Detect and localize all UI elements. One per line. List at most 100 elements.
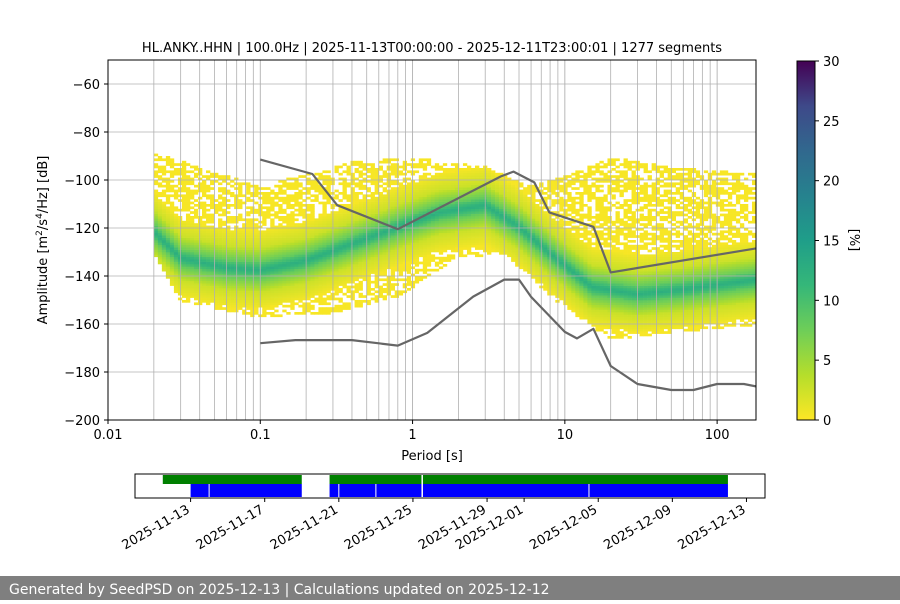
heatmap-cell <box>206 175 211 178</box>
heatmap-cell <box>543 237 548 241</box>
heatmap-cell <box>326 249 331 253</box>
heatmap-cell <box>266 280 271 284</box>
heatmap-cell <box>402 225 408 229</box>
heatmap-cell <box>466 165 472 169</box>
heatmap-cell <box>169 218 175 222</box>
heatmap-cell <box>398 199 404 202</box>
heatmap-cell <box>394 235 400 238</box>
heatmap-cell <box>414 192 420 195</box>
heatmap-cell <box>286 242 291 246</box>
heatmap-cell <box>555 247 560 250</box>
heatmap-cell <box>169 271 175 274</box>
heatmap-cell <box>210 213 215 217</box>
heatmap-cell <box>173 218 179 222</box>
heatmap-cell <box>262 309 267 313</box>
heatmap-cell <box>394 168 400 171</box>
heatmap-cell <box>362 196 367 200</box>
heatmap-cell <box>503 189 508 193</box>
heatmap-cell <box>246 285 251 289</box>
heatmap-cell <box>418 244 424 248</box>
heatmap-cell <box>286 225 291 229</box>
heatmap-cell <box>515 261 520 265</box>
heatmap-cell <box>470 168 476 171</box>
heatmap-cell <box>398 223 404 226</box>
heatmap-cell <box>567 247 572 250</box>
heatmap-cell <box>511 196 516 200</box>
heatmap-cell <box>442 180 448 183</box>
heatmap-cell <box>282 184 287 188</box>
heatmap-cell <box>350 208 355 212</box>
heatmap-cell <box>153 180 159 183</box>
heatmap-cell <box>543 288 548 291</box>
heatmap-cell <box>165 160 171 164</box>
heatmap-cell <box>210 182 215 186</box>
heatmap-cell <box>177 297 183 301</box>
heatmap-cell <box>161 244 167 248</box>
heatmap-cell <box>250 300 255 303</box>
heatmap-cell <box>430 194 436 198</box>
heatmap-cell <box>254 271 259 274</box>
heatmap-cell <box>214 242 219 246</box>
heatmap-cell <box>366 300 371 303</box>
heatmap-cell <box>563 297 568 301</box>
heatmap-cell <box>575 283 580 286</box>
heatmap-cell <box>394 208 400 212</box>
heatmap-cell <box>238 276 243 279</box>
heatmap-cell <box>214 300 219 303</box>
heatmap-cell <box>238 182 243 186</box>
heatmap-cell <box>173 278 179 282</box>
heatmap-cell <box>414 189 420 193</box>
heatmap-cell <box>278 254 283 258</box>
heatmap-cell <box>346 240 351 243</box>
heatmap-cell <box>318 264 323 267</box>
heatmap-cell <box>575 218 580 222</box>
heatmap-cell <box>466 235 472 238</box>
heatmap-cell <box>282 273 287 277</box>
heatmap-cell <box>563 261 568 265</box>
heatmap-cell <box>563 290 568 294</box>
heatmap-cell <box>559 206 564 210</box>
heatmap-cell <box>398 242 404 246</box>
heatmap-cell <box>470 213 476 217</box>
heatmap-cell <box>374 300 379 303</box>
heatmap-cell <box>238 232 243 236</box>
heatmap-cell <box>442 249 448 253</box>
heatmap-cell <box>358 192 363 195</box>
heatmap-cell <box>306 206 311 210</box>
heatmap-cell <box>358 240 363 243</box>
heatmap-cell <box>234 187 239 190</box>
heatmap-cell <box>334 194 339 198</box>
heatmap-cell <box>406 187 412 190</box>
heatmap-cell <box>298 249 303 253</box>
heatmap-cell <box>567 237 572 241</box>
heatmap-cell <box>446 177 452 181</box>
heatmap-cell <box>350 194 355 198</box>
heatmap-cell <box>507 184 512 188</box>
heatmap-cell <box>230 230 235 234</box>
heatmap-cell <box>153 254 159 258</box>
heatmap-cell <box>157 204 163 207</box>
heatmap-cell <box>202 213 207 217</box>
heatmap-cell <box>487 220 492 224</box>
heatmap-cell <box>262 266 267 270</box>
heatmap-cell <box>402 285 408 289</box>
heatmap-cell <box>366 278 371 282</box>
heatmap-cell <box>298 292 303 296</box>
heatmap-cell <box>370 170 375 174</box>
heatmap-cell <box>446 235 452 238</box>
heatmap-cell <box>250 225 255 229</box>
heatmap-cell <box>402 259 408 262</box>
heatmap-cell <box>234 225 239 229</box>
heatmap-cell <box>394 278 400 282</box>
heatmap-cell <box>314 247 319 250</box>
heatmap-cell <box>318 249 323 253</box>
heatmap-cell <box>310 211 315 214</box>
heatmap-cell <box>238 295 243 298</box>
heatmap-cell <box>575 201 580 205</box>
heatmap-cell <box>454 228 460 231</box>
heatmap-cell <box>495 175 500 178</box>
heatmap-cell <box>535 266 540 270</box>
heatmap-cell <box>350 261 355 265</box>
heatmap-cell <box>599 266 604 270</box>
heatmap-cell <box>334 252 339 255</box>
